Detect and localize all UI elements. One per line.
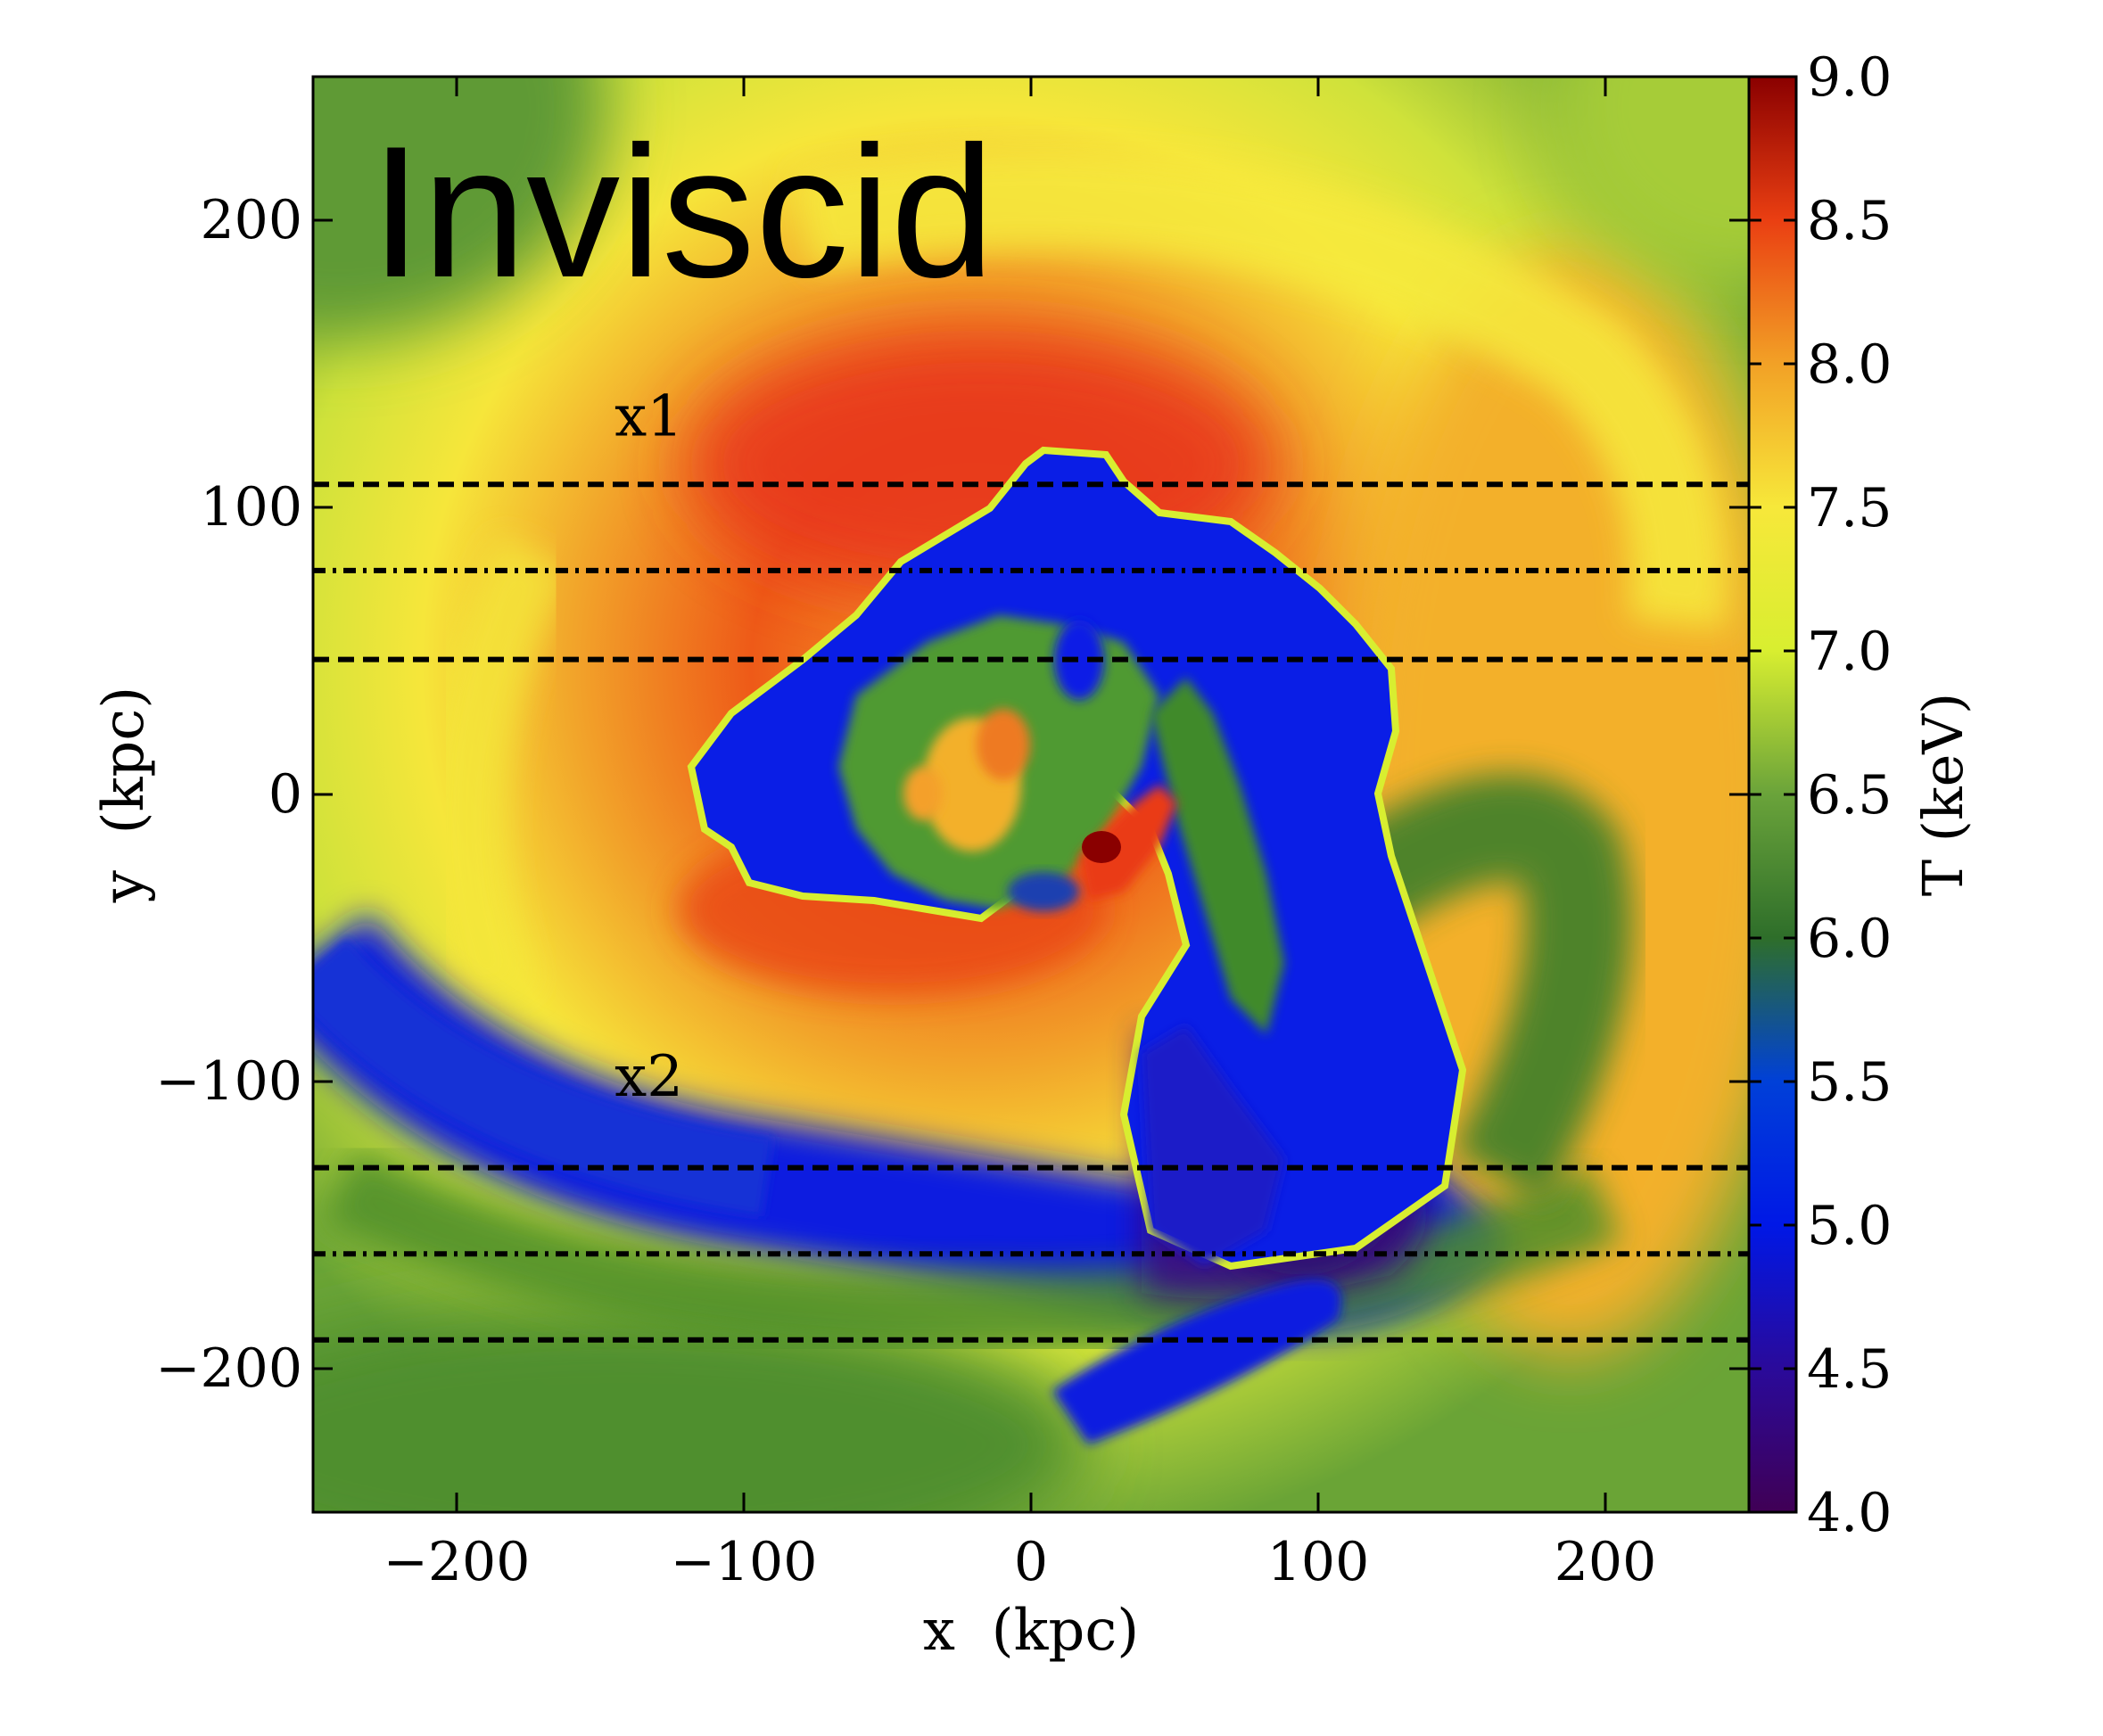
colorbar-tick-label: 6.5 [1807,764,1892,827]
x-tick-label: 200 [1555,1531,1657,1593]
colorbar-tick-label: 7.0 [1807,621,1892,683]
x-tick-label: −200 [383,1531,531,1593]
y-axis-ticks: −200 −100 0 100 200 [155,189,1749,1400]
y-axis-label: y (kpc) [91,687,157,903]
colorbar-tick-label: 7.5 [1807,477,1892,539]
colorbar-ticks: 4.0 4.5 5.0 5.5 6.0 6.5 7.0 7.5 8.0 8.5 9.0 [1749,46,1892,1544]
colorbar-tick-label: 6.0 [1807,908,1892,970]
y-tick-label: 0 [268,763,302,826]
colorbar-tick-label: 5.0 [1807,1195,1892,1257]
x-tick-label: 0 [1014,1531,1048,1593]
annotation-label: x2 [614,1044,683,1110]
colorbar-label: T (keV) [1910,693,1975,896]
colorbar: 4.0 4.5 5.0 5.5 6.0 6.5 7.0 7.5 8.0 8.5 9.0 T (keV… [1747,46,1975,1544]
annotation-label: x1 [614,384,683,450]
y-tick-label: −100 [155,1050,302,1113]
x-tick-label: 100 [1267,1531,1370,1593]
colorbar-tick-label: 4.5 [1807,1338,1892,1401]
slice-annotations: x1 x2 [614,384,683,1111]
panel-label: Inviscid [370,107,994,317]
y-tick-label: 100 [200,476,302,539]
y-tick-label: 200 [200,189,302,251]
colorbar-tick-label: 5.5 [1807,1051,1892,1114]
colorbar-tick-label: 8.0 [1807,333,1892,396]
slice-lines [313,481,1749,1343]
x-axis-ticks: −200 −100 0 100 200 [383,77,1657,1593]
colorbar-tick-label: 4.0 [1807,1482,1892,1544]
x-axis-label: x (kpc) [923,1598,1139,1664]
colorbar-tick-label: 9.0 [1807,46,1892,109]
colorbar-tick-label: 8.5 [1807,190,1892,252]
y-tick-label: −200 [155,1337,302,1400]
x-tick-label: −100 [671,1531,818,1593]
temperature-heatmap [313,77,1749,1512]
